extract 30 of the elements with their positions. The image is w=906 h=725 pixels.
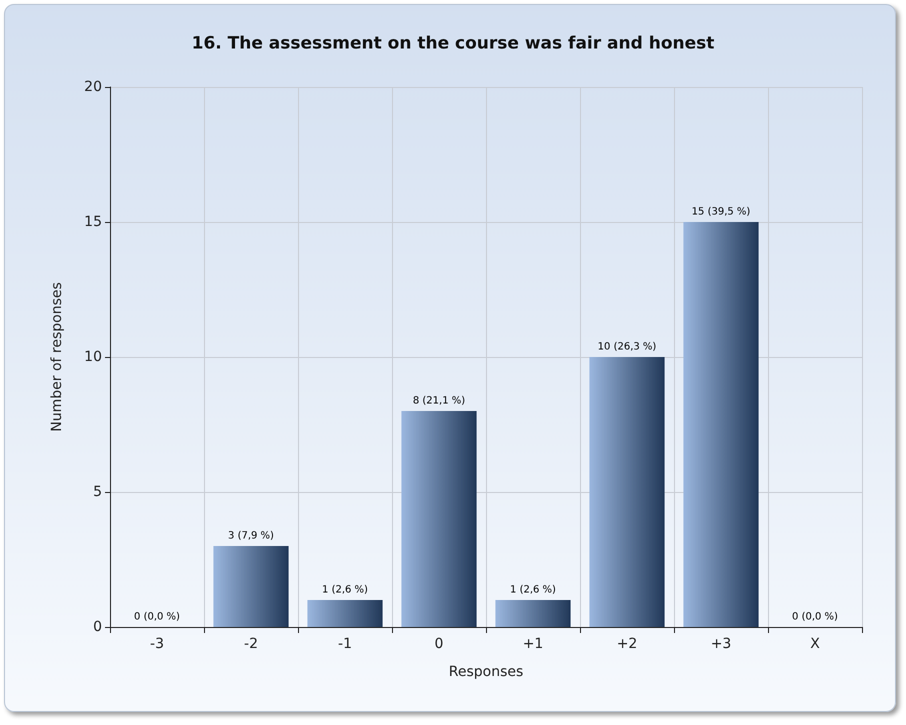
x-tick-label: +2 xyxy=(616,636,638,652)
bar xyxy=(213,546,289,627)
data-label: 3 (7,9 %) xyxy=(228,530,274,542)
x-tick-label: -3 xyxy=(150,636,164,652)
bar xyxy=(589,357,665,627)
bar xyxy=(307,600,383,627)
y-axis-title: Number of responses xyxy=(49,282,65,432)
data-label: 8 (21,1 %) xyxy=(412,396,466,406)
data-label: 10 (26,3 %) xyxy=(598,342,656,352)
x-tick-label: -1 xyxy=(338,636,352,652)
y-tick-label: 0 xyxy=(93,619,102,635)
x-tick-label: +3 xyxy=(710,636,732,652)
y-tick-label: 15 xyxy=(84,214,102,230)
x-tick-label: X xyxy=(810,636,820,652)
data-label: 0 (0,0 %) xyxy=(134,612,180,622)
x-axis-title: Responses xyxy=(448,664,524,680)
bar xyxy=(495,600,571,627)
bar xyxy=(401,411,477,627)
x-tick-label: +1 xyxy=(522,636,544,652)
data-label: 1 (2,6 %) xyxy=(510,584,556,596)
data-label: 1 (2,6 %) xyxy=(322,584,368,596)
bar xyxy=(683,222,759,627)
data-label: 15 (39,5 %) xyxy=(692,206,750,218)
chart-title: 16. The assessment on the course was fair and honest xyxy=(192,34,714,54)
y-tick-label: 5 xyxy=(93,484,102,500)
data-label: 0 (0,0 %) xyxy=(792,612,838,622)
x-tick-label: -2 xyxy=(244,636,258,652)
y-tick-label: 10 xyxy=(84,349,102,365)
x-tick-label: 0 xyxy=(434,636,444,652)
y-tick-label: 20 xyxy=(84,79,102,95)
